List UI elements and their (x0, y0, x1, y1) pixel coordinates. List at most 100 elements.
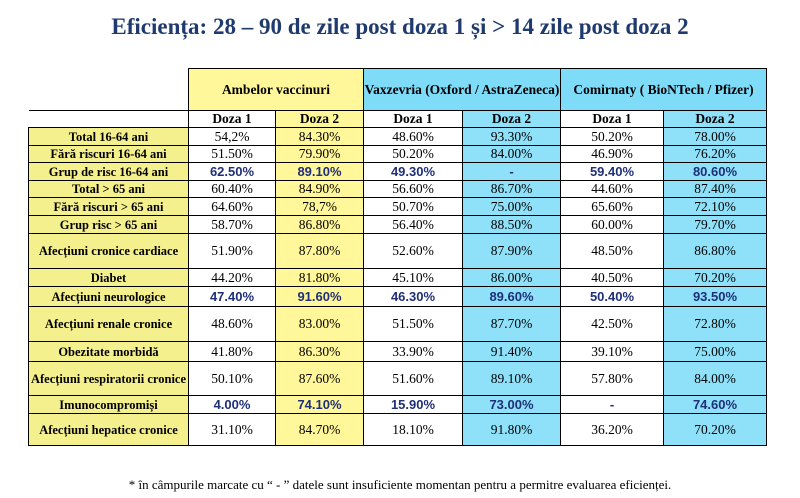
value-cell: 72.80% (663, 306, 767, 342)
value-cell: 87.80% (275, 233, 364, 269)
value-cell: 91.40% (462, 341, 561, 362)
header-row-groups: Ambelor vaccinuri Vaxzevria (Oxford / Ast… (28, 68, 767, 111)
table-row: Afecțiuni hepatice cronice 31.10% 84.70% 18… (28, 413, 767, 446)
row-label: Total > 65 ani (28, 180, 189, 198)
value-cell: - (560, 395, 664, 414)
value-cell: 51.50% (188, 145, 276, 163)
value-cell: - (462, 162, 561, 181)
value-cell: 89.10% (462, 361, 561, 396)
row-label: Afecțiuni cronice cardiace (28, 233, 189, 269)
table-row: Obezitate morbidă 41.80% 86.30% 33.90% 91.40… (28, 341, 767, 362)
value-cell: 56.40% (363, 215, 463, 234)
value-cell: 50.20% (560, 127, 664, 146)
dose-header: Doza 1 (363, 110, 463, 128)
value-cell: 48.60% (363, 127, 463, 146)
value-cell: 39.10% (560, 341, 664, 362)
value-cell: 72.10% (663, 197, 767, 216)
row-label: Grup de risc 16-64 ani (28, 162, 189, 181)
value-cell: 46.90% (560, 145, 664, 163)
value-cell: 93.50% (663, 286, 767, 307)
value-cell: 49.30% (363, 162, 463, 181)
value-cell: 51.50% (363, 306, 463, 342)
value-cell: 84.00% (462, 145, 561, 163)
value-cell: 87.70% (462, 306, 561, 342)
value-cell: 80.60% (663, 162, 767, 181)
value-cell: 51.60% (363, 361, 463, 396)
value-cell: 36.20% (560, 413, 664, 446)
header-corner-2 (28, 110, 189, 128)
value-cell: 62.50% (188, 162, 276, 181)
value-cell: 76.20% (663, 145, 767, 163)
value-cell: 87.40% (663, 180, 767, 198)
value-cell: 54,2% (188, 127, 276, 146)
value-cell: 64.60% (188, 197, 276, 216)
value-cell: 86.70% (462, 180, 561, 198)
value-cell: 65.60% (560, 197, 664, 216)
table-row: Total 16-64 ani 54,2% 84.30% 48.60% 93.30% 50… (28, 127, 767, 146)
value-cell: 84.90% (275, 180, 364, 198)
value-cell: 78,7% (275, 197, 364, 216)
value-cell: 48.60% (188, 306, 276, 342)
value-cell: 41.80% (188, 341, 276, 362)
value-cell: 74.10% (275, 395, 364, 414)
table-row: Grup risc > 65 ani 58.70% 86.80% 56.40% 88.5… (28, 215, 767, 234)
row-label: Afecțiuni respiratorii cronice (28, 361, 189, 396)
table-row: Fără riscuri > 65 ani 64.60% 78,7% 50.70% 75… (28, 197, 767, 216)
value-cell: 84.30% (275, 127, 364, 146)
table-row: Total > 65 ani 60.40% 84.90% 56.60% 86.70% 44… (28, 180, 767, 198)
table-row: Diabet 44.20% 81.80% 45.10% 86.00% 40.50% 70.2… (28, 268, 767, 287)
value-cell: 33.90% (363, 341, 463, 362)
row-label: Afecțiuni hepatice cronice (28, 413, 189, 446)
value-cell: 60.00% (560, 215, 664, 234)
value-cell: 58.70% (188, 215, 276, 234)
value-cell: 87.60% (275, 361, 364, 396)
value-cell: 44.60% (560, 180, 664, 198)
group-header: Ambelor vaccinuri (188, 68, 364, 111)
value-cell: 86.80% (663, 233, 767, 269)
table-row: Afecțiuni neurologice 47.40% 91.60% 46.30% 8… (28, 286, 767, 307)
row-label: Obezitate morbidă (28, 341, 189, 362)
value-cell: 89.60% (462, 286, 561, 307)
row-label: Grup risc > 65 ani (28, 215, 189, 234)
value-cell: 31.10% (188, 413, 276, 446)
value-cell: 40.50% (560, 268, 664, 287)
value-cell: 93.30% (462, 127, 561, 146)
table-row: Afecțiuni cronice cardiace 51.90% 87.80% 52… (28, 233, 767, 269)
row-label: Fără riscuri 16-64 ani (28, 145, 189, 163)
value-cell: 47.40% (188, 286, 276, 307)
table-row: Fără riscuri 16-64 ani 51.50% 79.90% 50.20%… (28, 145, 767, 163)
value-cell: 56.60% (363, 180, 463, 198)
value-cell: 83.00% (275, 306, 364, 342)
value-cell: 45.10% (363, 268, 463, 287)
value-cell: 50.40% (560, 286, 664, 307)
dose-header: Doza 2 (663, 110, 767, 128)
page-title: Eficiența: 28 – 90 de zile post doza 1 ș… (111, 14, 689, 39)
value-cell: 59.40% (560, 162, 664, 181)
header-corner (28, 68, 189, 111)
value-cell: 78.00% (663, 127, 767, 146)
value-cell: 75.00% (663, 341, 767, 362)
value-cell: 4.00% (188, 395, 276, 414)
value-cell: 89.10% (275, 162, 364, 181)
value-cell: 91.80% (462, 413, 561, 446)
value-cell: 74.60% (663, 395, 767, 414)
value-cell: 75.00% (462, 197, 561, 216)
value-cell: 48.50% (560, 233, 664, 269)
footnote: * în câmpurile marcate cu “ - ” datele s… (128, 477, 672, 492)
value-cell: 57.80% (560, 361, 664, 396)
value-cell: 60.40% (188, 180, 276, 198)
value-cell: 84.00% (663, 361, 767, 396)
table-row: Imunocompromiși 4.00% 74.10% 15.90% 73.00% -7… (28, 395, 767, 414)
value-cell: 46.30% (363, 286, 463, 307)
row-label: Total 16-64 ani (28, 127, 189, 146)
dose-header: Doza 2 (275, 110, 364, 128)
row-label: Afecțiuni renale cronice (28, 306, 189, 342)
group-header: Comirnaty ( BioNTech / Pfizer) (560, 68, 767, 111)
value-cell: 91.60% (275, 286, 364, 307)
value-cell: 44.20% (188, 268, 276, 287)
value-cell: 70.20% (663, 413, 767, 446)
value-cell: 52.60% (363, 233, 463, 269)
value-cell: 50.70% (363, 197, 463, 216)
value-cell: 70.20% (663, 268, 767, 287)
row-label: Afecțiuni neurologice (28, 286, 189, 307)
